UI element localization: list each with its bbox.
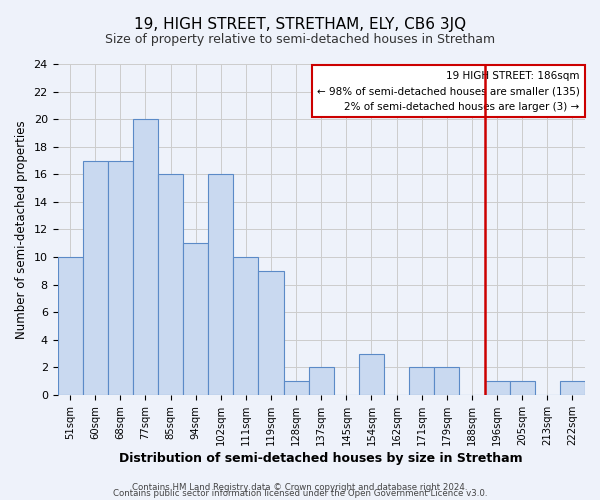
Y-axis label: Number of semi-detached properties: Number of semi-detached properties <box>15 120 28 339</box>
Bar <box>183 244 208 395</box>
Bar <box>409 368 434 395</box>
Bar <box>259 271 284 395</box>
Bar <box>58 257 83 395</box>
Text: Contains public sector information licensed under the Open Government Licence v3: Contains public sector information licen… <box>113 490 487 498</box>
Text: Contains HM Land Registry data © Crown copyright and database right 2024.: Contains HM Land Registry data © Crown c… <box>132 483 468 492</box>
X-axis label: Distribution of semi-detached houses by size in Stretham: Distribution of semi-detached houses by … <box>119 452 523 465</box>
Bar <box>108 160 133 395</box>
Bar <box>284 381 309 395</box>
Text: Size of property relative to semi-detached houses in Stretham: Size of property relative to semi-detach… <box>105 32 495 46</box>
Bar <box>359 354 384 395</box>
Bar <box>158 174 183 395</box>
Bar <box>560 381 585 395</box>
Bar <box>233 257 259 395</box>
Text: 19 HIGH STREET: 186sqm
← 98% of semi-detached houses are smaller (135)
2% of sem: 19 HIGH STREET: 186sqm ← 98% of semi-det… <box>317 70 580 112</box>
Bar <box>208 174 233 395</box>
Bar <box>509 381 535 395</box>
Bar <box>485 381 509 395</box>
Text: 19, HIGH STREET, STRETHAM, ELY, CB6 3JQ: 19, HIGH STREET, STRETHAM, ELY, CB6 3JQ <box>134 18 466 32</box>
Bar <box>133 119 158 395</box>
Bar <box>83 160 108 395</box>
Bar <box>309 368 334 395</box>
Bar <box>434 368 460 395</box>
